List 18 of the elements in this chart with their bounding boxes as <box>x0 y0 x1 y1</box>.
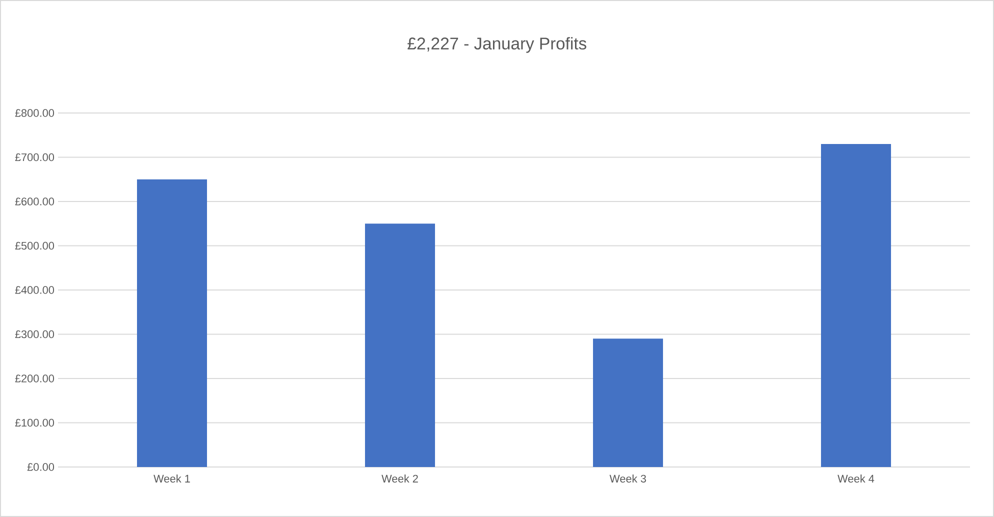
bar <box>137 179 207 467</box>
x-tick-label: Week 2 <box>382 474 418 483</box>
y-tick-label: £100.00 <box>15 418 54 427</box>
y-tick-label: £200.00 <box>15 374 54 382</box>
bar <box>365 224 436 467</box>
y-tick-label: £400.00 <box>15 286 54 294</box>
y-tick-label: £300.00 <box>15 330 54 338</box>
y-tick-label: £600.00 <box>15 198 54 206</box>
y-tick-label: £800.00 <box>15 109 54 117</box>
y-tick-label: £500.00 <box>15 242 54 250</box>
chart-title: £2,227 - January Profits <box>408 37 586 53</box>
x-tick-label: Week 3 <box>610 474 646 483</box>
x-tick-label: Week 4 <box>838 474 874 483</box>
y-tick-label: £0.00 <box>27 463 54 471</box>
bar <box>821 144 892 467</box>
y-tick-label: £700.00 <box>15 153 54 162</box>
x-tick-label: Week 1 <box>154 474 190 483</box>
bar <box>593 338 664 467</box>
